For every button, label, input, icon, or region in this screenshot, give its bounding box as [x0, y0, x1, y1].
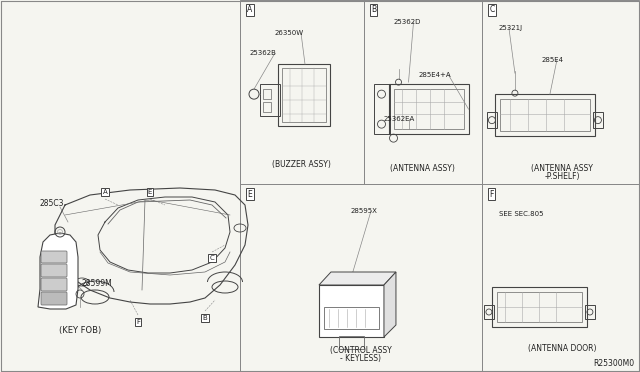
Text: C: C	[490, 6, 495, 15]
Bar	[495, 94, 595, 136]
Bar	[500, 99, 590, 131]
Text: A: A	[102, 189, 108, 195]
Bar	[482, 184, 639, 371]
Bar	[324, 307, 379, 329]
Bar	[240, 184, 482, 371]
Text: 25362EA: 25362EA	[383, 116, 415, 122]
Bar	[263, 89, 271, 99]
Text: E: E	[248, 190, 252, 199]
FancyBboxPatch shape	[41, 292, 67, 305]
Bar	[388, 84, 468, 134]
Bar	[585, 305, 595, 319]
Bar	[339, 336, 364, 349]
Text: (BUZZER ASSY): (BUZZER ASSY)	[273, 160, 331, 169]
Bar	[260, 84, 280, 116]
Text: (KEY FOB): (KEY FOB)	[59, 326, 101, 334]
Bar	[482, 0, 639, 184]
Text: 25362D: 25362D	[394, 19, 421, 25]
Text: (CONTROL ASSY: (CONTROL ASSY	[330, 346, 392, 356]
Polygon shape	[384, 272, 396, 337]
FancyBboxPatch shape	[41, 251, 67, 263]
Text: (ANTENNA DOOR): (ANTENNA DOOR)	[528, 344, 596, 353]
Bar	[364, 0, 482, 184]
Bar	[240, 0, 364, 184]
Bar	[497, 292, 582, 322]
Text: 28595X: 28595X	[351, 208, 378, 214]
Text: 25321J: 25321J	[499, 25, 523, 31]
Text: -P.SHELF): -P.SHELF)	[544, 171, 580, 181]
Text: F: F	[490, 190, 494, 199]
FancyBboxPatch shape	[41, 278, 67, 291]
Text: - KEYLESS): - KEYLESS)	[340, 355, 381, 363]
Bar	[484, 305, 494, 319]
Text: (ANTENNA ASSY): (ANTENNA ASSY)	[390, 164, 455, 173]
Text: B: B	[371, 6, 376, 15]
Text: 285E4: 285E4	[542, 57, 564, 63]
Bar	[319, 285, 384, 337]
Text: 285C3: 285C3	[40, 199, 65, 208]
Text: 25362B: 25362B	[250, 50, 277, 56]
Bar	[263, 102, 271, 112]
Text: A: A	[248, 6, 253, 15]
Bar	[374, 84, 390, 134]
Bar	[282, 68, 326, 122]
Bar	[394, 89, 463, 129]
Text: F: F	[136, 319, 140, 325]
Text: 285E4+A: 285E4+A	[419, 72, 451, 78]
Polygon shape	[38, 233, 78, 309]
Text: 26350W: 26350W	[275, 30, 304, 36]
Text: B: B	[203, 315, 207, 321]
Bar	[1, 1, 240, 371]
Bar	[492, 287, 587, 327]
Text: E: E	[148, 189, 152, 195]
Polygon shape	[319, 272, 396, 285]
Text: SEE SEC.805: SEE SEC.805	[499, 211, 543, 217]
Text: R25300M0: R25300M0	[593, 359, 634, 368]
Bar	[487, 112, 497, 128]
Bar	[593, 112, 603, 128]
FancyBboxPatch shape	[41, 264, 67, 277]
Bar	[278, 64, 330, 126]
Text: (ANTENNA ASSY: (ANTENNA ASSY	[531, 164, 593, 173]
Text: 28599M: 28599M	[82, 279, 113, 289]
Text: C: C	[210, 255, 214, 261]
